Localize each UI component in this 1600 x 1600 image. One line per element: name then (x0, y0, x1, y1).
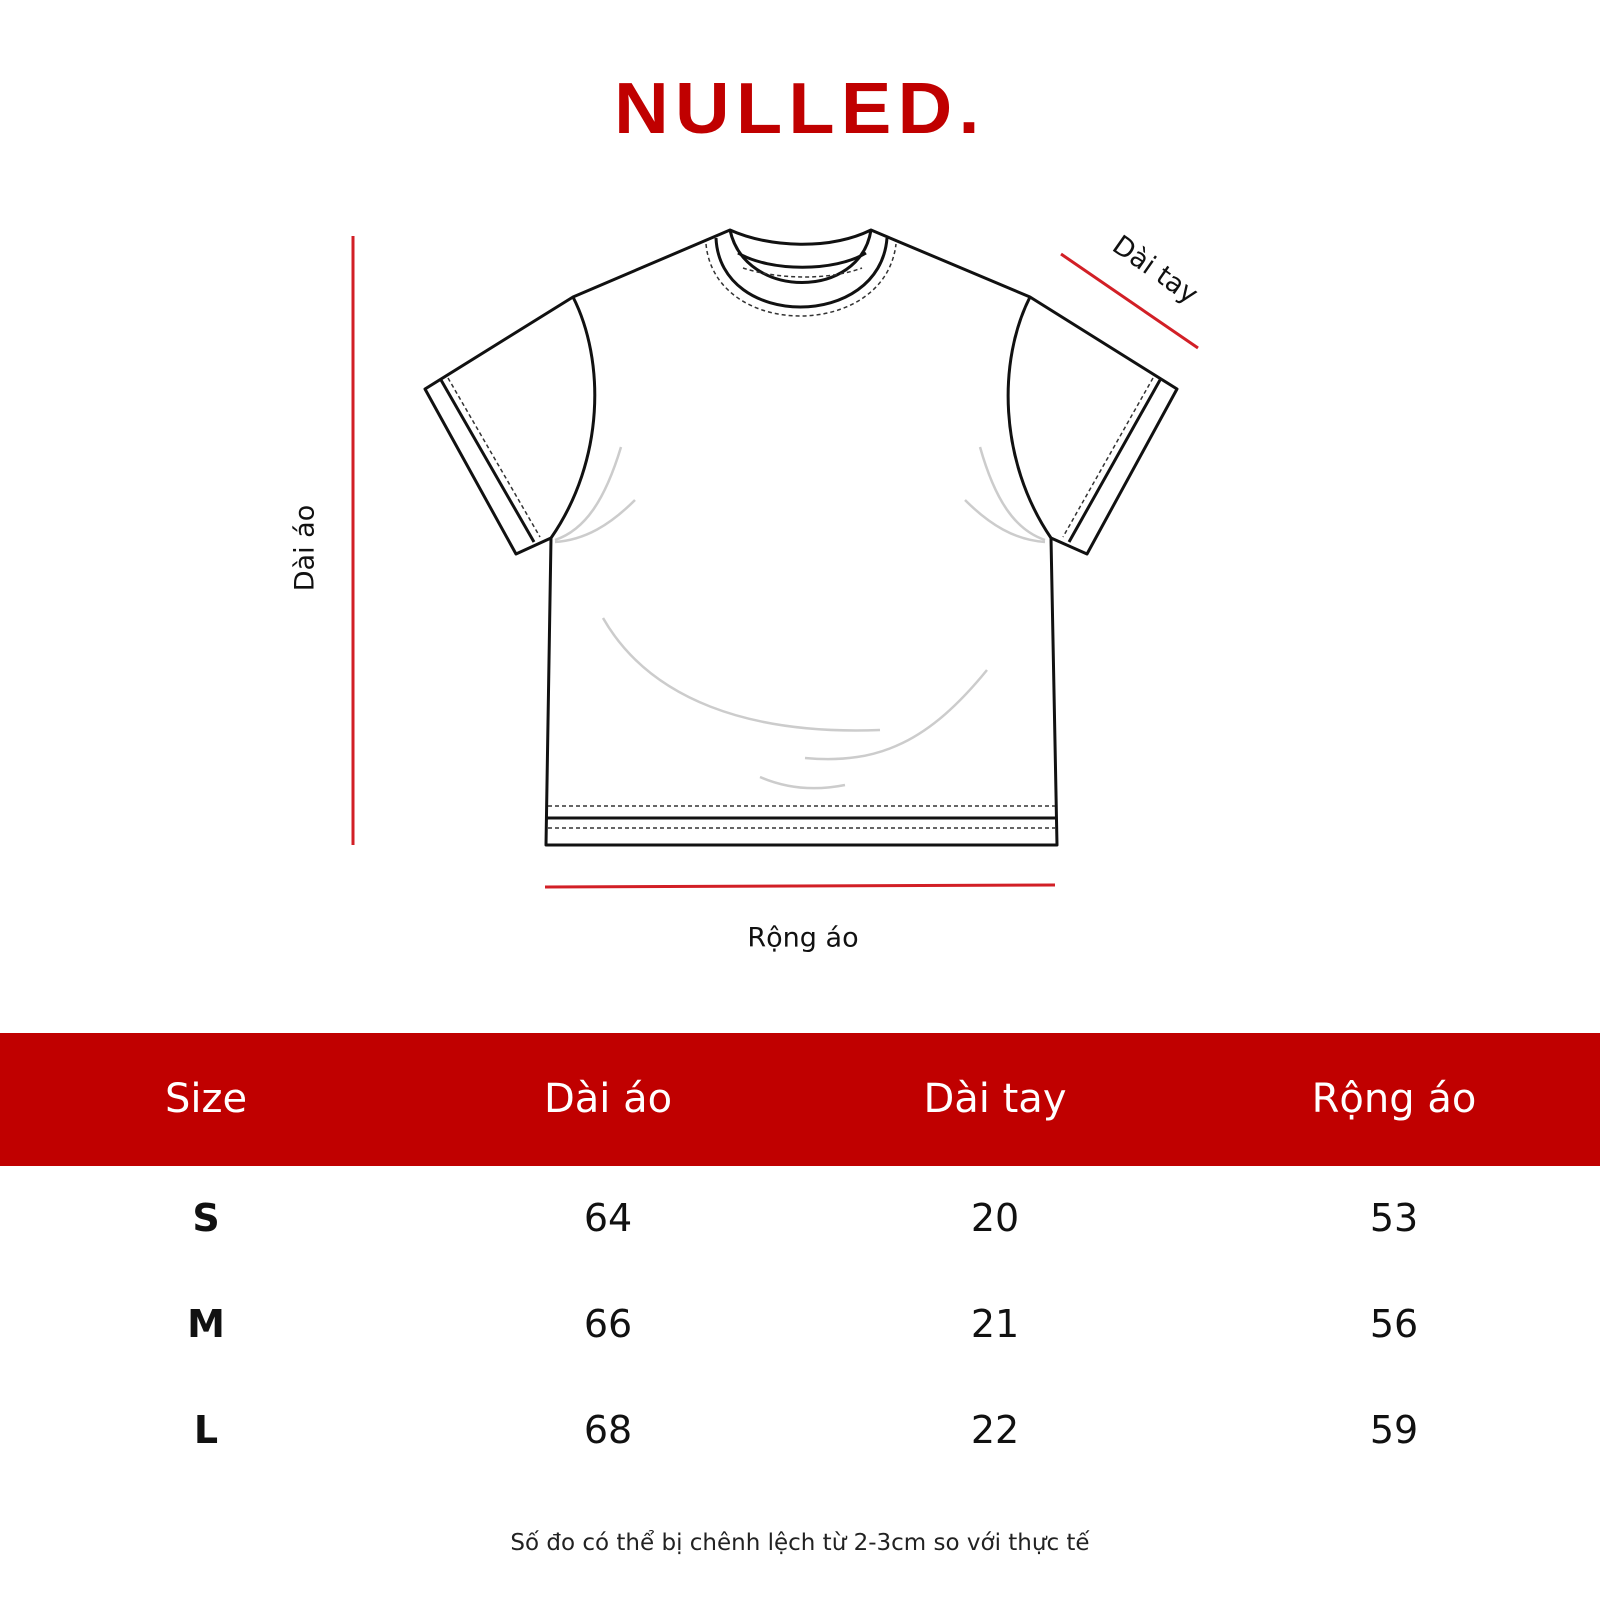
tshirt-diagram (351, 228, 1199, 889)
brand-logo: NULLED. (614, 69, 986, 149)
size-cell: S (192, 1196, 220, 1240)
length-cell: 66 (583, 1302, 633, 1346)
measure-lines (351, 236, 1199, 889)
tshirt-outline (423, 228, 1179, 847)
size-cell: L (193, 1408, 219, 1452)
width-label: Rộng áo (747, 922, 859, 954)
column-header-width: Rộng áo (1311, 1076, 1477, 1122)
width-cell: 59 (1369, 1408, 1419, 1452)
width-cell: 53 (1369, 1196, 1419, 1240)
fabric-folds (554, 446, 1046, 790)
length-label: Dài áo (289, 504, 321, 592)
size-cell: M (187, 1302, 225, 1346)
sleeve-cell: 22 (970, 1408, 1020, 1452)
sleeve-measure-line (1060, 252, 1199, 350)
length-cell: 68 (583, 1408, 633, 1452)
measurement-note: Số đo có thể bị chênh lệch từ 2-3cm so v… (510, 1530, 1090, 1556)
column-header-length: Dài áo (543, 1076, 673, 1122)
column-header-sleeve: Dài tay (923, 1076, 1067, 1122)
table-header (0, 1033, 1600, 1166)
column-header-size: Size (164, 1076, 248, 1122)
width-cell: 56 (1369, 1302, 1419, 1346)
stitching (447, 243, 1154, 829)
length-cell: 64 (583, 1196, 633, 1240)
sleeve-cell: 20 (970, 1196, 1020, 1240)
sleeve-cell: 21 (970, 1302, 1020, 1346)
width-measure-line (544, 883, 1056, 889)
